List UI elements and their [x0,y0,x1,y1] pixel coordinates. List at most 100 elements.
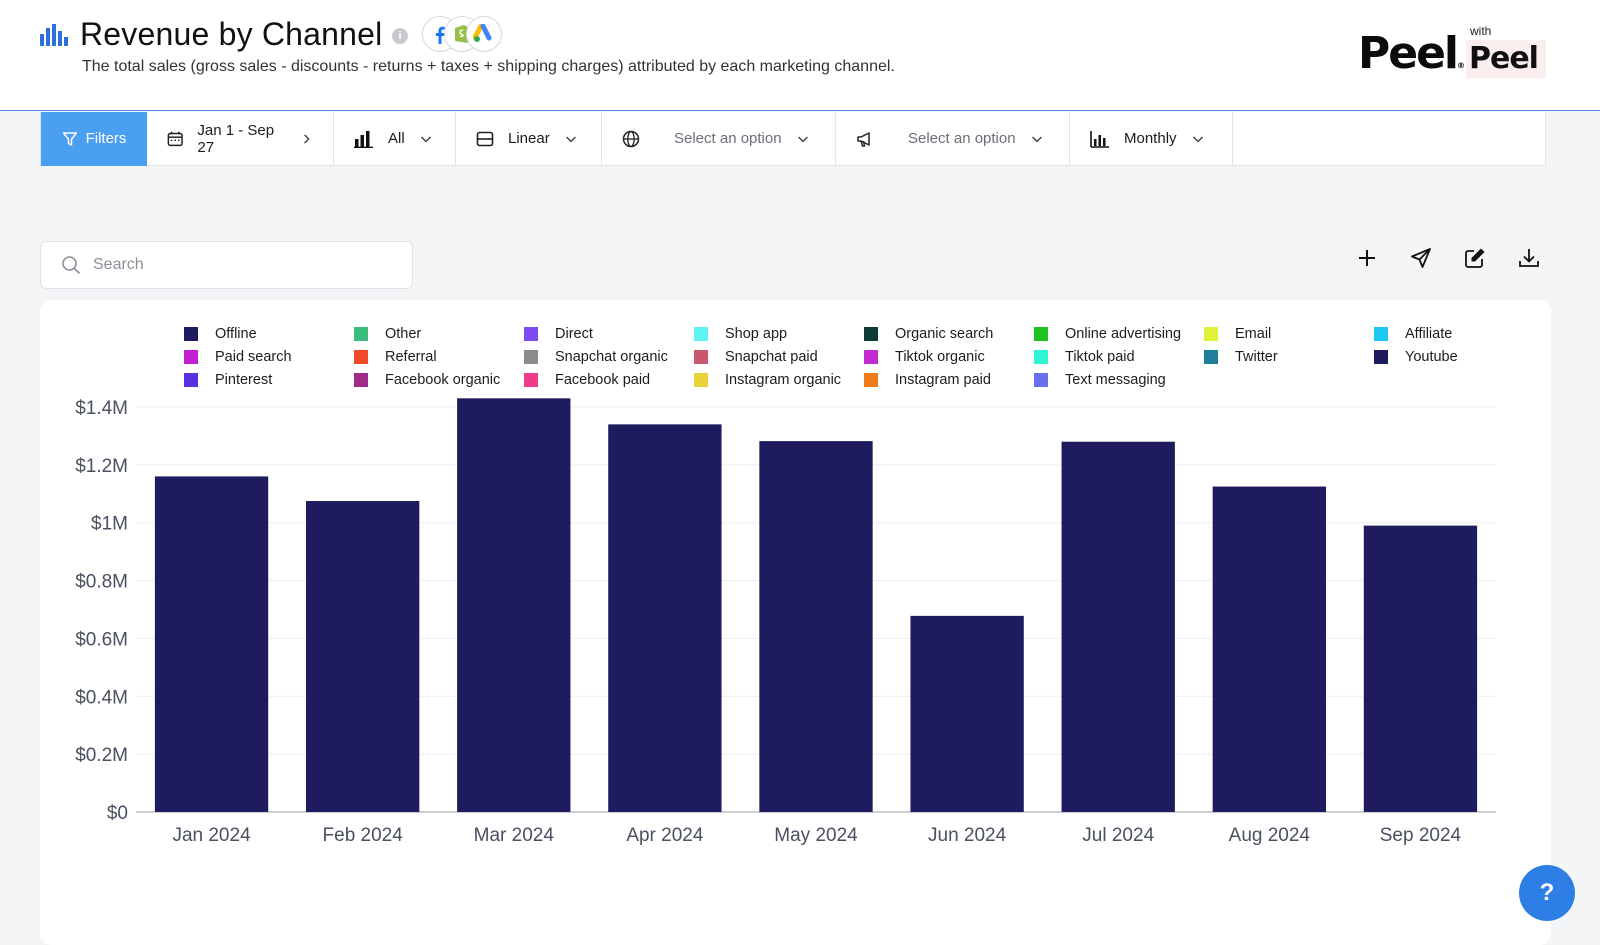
chevron-down-icon [1031,135,1042,143]
legend-swatch [1374,350,1388,364]
legend-item[interactable]: Text messaging [1034,372,1166,388]
y-tick-label: $1M [91,514,128,535]
legend-item[interactable]: Other [354,326,421,342]
bar[interactable] [154,476,269,812]
chevron-down-icon [420,135,431,143]
legend-item[interactable]: Instagram organic [694,372,841,388]
search-box [40,241,413,289]
legend-swatch [184,327,198,341]
legend-item[interactable]: Pinterest [184,372,272,388]
legend-swatch [1034,373,1048,387]
y-tick-label: $0.8M [75,572,128,593]
layout-icon [476,131,494,146]
y-tick-label: $1.2M [75,456,128,477]
chevron-down-icon [565,135,576,143]
legend-item[interactable]: Instagram paid [864,372,991,388]
edit-icon[interactable] [1463,246,1487,270]
metric-select[interactable]: All [334,111,456,166]
legend-item[interactable]: Facebook paid [524,372,650,388]
help-button[interactable]: ? [1519,865,1575,921]
bar[interactable] [1363,525,1478,812]
legend-item[interactable]: Direct [524,326,593,342]
filter-toolbar: Filters Jan 1 - Sep 27 All Linear Select… [40,111,1546,166]
x-tick-label: May 2024 [774,825,858,846]
legend-item[interactable]: Offline [184,326,257,342]
legend-label: Tiktok paid [1065,349,1135,365]
legend-item[interactable]: Snapchat paid [694,349,818,365]
calendar-icon [167,131,183,146]
bar[interactable] [1212,486,1326,812]
x-tick-label: Jun 2024 [928,825,1007,846]
legend-swatch [1034,350,1048,364]
granularity-select[interactable]: Monthly [1070,111,1233,166]
search-input[interactable] [93,256,373,274]
chart-card: Offline Other Direct Shop app Organic search… [40,300,1551,945]
chevron-right-icon [304,133,310,144]
legend-item[interactable]: Online advertising [1034,326,1181,342]
legend-item[interactable]: Paid search [184,349,292,365]
legend-item[interactable]: Tiktok organic [864,349,985,365]
x-tick-label: Aug 2024 [1229,825,1311,846]
legend-swatch [864,327,878,341]
shopify-icon [444,16,480,52]
search-icon [62,256,81,275]
info-icon[interactable]: i [392,28,408,44]
region-placeholder: Select an option [674,130,782,147]
legend-swatch [694,350,708,364]
filters-button[interactable]: Filters [41,111,147,166]
legend-swatch [184,350,198,364]
channel-select[interactable]: Select an option [836,111,1070,166]
legend-label: Facebook paid [555,372,651,388]
legend-swatch [864,373,878,387]
add-icon[interactable] [1355,246,1379,270]
bar[interactable] [457,398,571,812]
x-tick-label: Apr 2024 [626,825,704,846]
send-icon[interactable] [1409,246,1433,270]
scale-select[interactable]: Linear [456,111,602,166]
bars-icon [354,130,373,148]
download-icon[interactable] [1517,246,1541,270]
bar[interactable] [306,501,420,812]
legend-label: Affiliate [1405,326,1453,342]
megaphone-icon [857,131,870,147]
legend-item[interactable]: Shop app [694,326,787,342]
bar[interactable] [1061,441,1175,812]
legend-item[interactable]: Facebook organic [354,372,500,388]
legend-item[interactable]: Referral [354,349,437,365]
granularity-value: Monthly [1124,130,1177,147]
metric-value: All [388,130,405,147]
legend-item[interactable]: Twitter [1204,349,1278,365]
legend-item[interactable]: Organic search [864,326,993,342]
legend-label: Referral [385,349,437,365]
channel-placeholder: Select an option [908,130,1016,147]
legend-swatch [524,350,538,364]
legend-label: Offline [215,326,257,342]
legend-item[interactable]: Youtube [1374,349,1458,365]
bar[interactable] [608,424,722,812]
legend-swatch [1034,327,1048,341]
page-title: Revenue by Channel [80,16,383,52]
legend-label: Instagram organic [725,372,842,388]
legend-label: Email [1235,326,1272,342]
with-peel-badge: with Peel [1466,24,1546,78]
x-tick-label: Jul 2024 [1082,825,1154,846]
region-select[interactable]: Select an option [602,111,836,166]
legend-item[interactable]: Affiliate [1374,326,1452,342]
date-range-picker[interactable]: Jan 1 - Sep 27 [147,111,334,166]
y-tick-label: $0.2M [75,745,128,766]
legend-label: Pinterest [215,372,273,388]
legend-swatch [1374,327,1388,341]
y-tick-label: $0.6M [75,629,128,650]
legend-swatch [524,373,538,387]
globe-icon [622,130,640,147]
legend-label: Online advertising [1065,326,1182,342]
legend-item[interactable]: Snapchat organic [524,349,668,365]
legend-item[interactable]: Tiktok paid [1034,349,1135,365]
chart-actions [1355,246,1541,270]
chevron-down-icon [1192,135,1203,143]
bar[interactable] [910,615,1024,812]
legend-item[interactable]: Email [1204,326,1271,342]
bar[interactable] [759,441,873,812]
legend-label: Organic search [895,326,994,342]
y-tick-label: $1.4M [75,398,128,419]
